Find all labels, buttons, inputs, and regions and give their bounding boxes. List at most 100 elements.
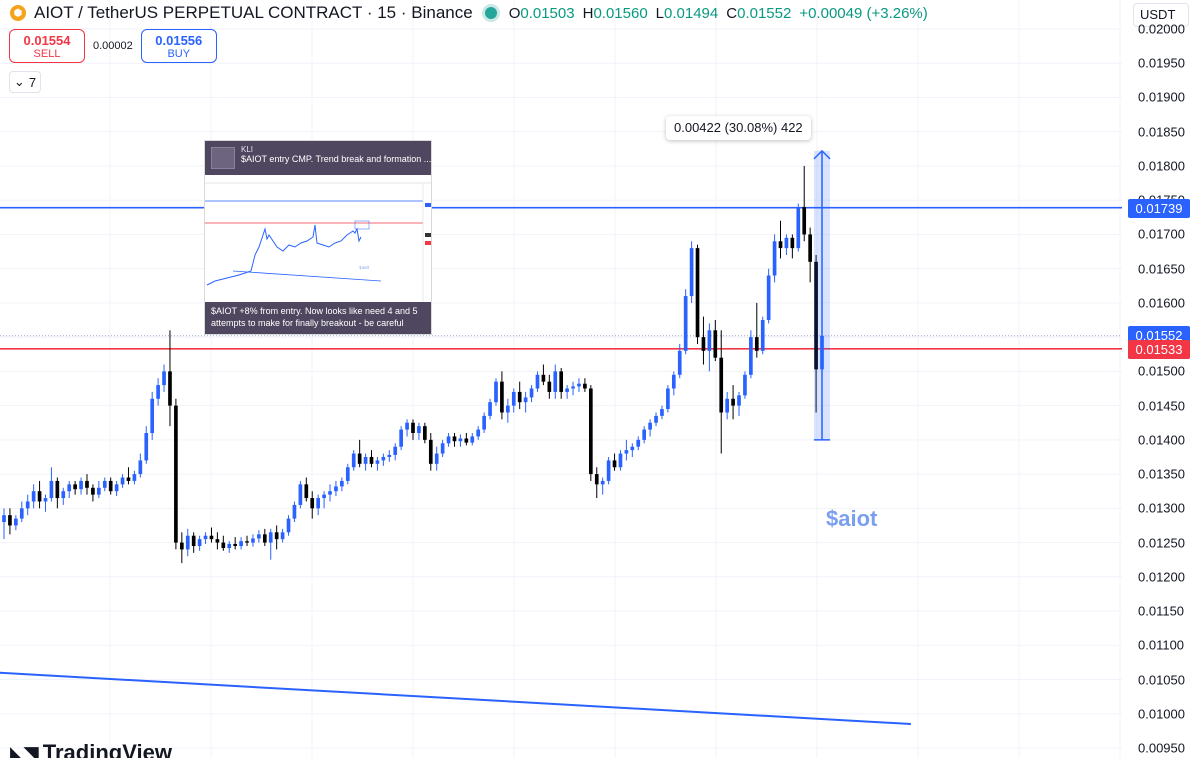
candle-body	[778, 241, 783, 249]
ohlc-high-value: 0.01560	[593, 4, 648, 22]
price-tick-label: 0.01100	[1138, 637, 1185, 653]
svg-text:$aiot: $aiot	[359, 265, 370, 270]
candle-body	[577, 383, 581, 387]
avatar	[211, 147, 235, 169]
price-axis[interactable]: 0.02000 0.01950 0.01900 0.01850 0.01800 0.017…	[1122, 0, 1200, 758]
buy-button[interactable]: 0.01556 BUY	[140, 29, 217, 63]
price-tick-label: 0.01800	[1138, 158, 1185, 174]
candle-body	[405, 422, 409, 430]
candle-body	[523, 397, 528, 403]
chart-lines	[0, 206, 1122, 726]
post-title: $AIOT entry CMP. Trend break and formati…	[241, 154, 431, 164]
candle-body	[470, 436, 475, 443]
candle-body	[683, 296, 688, 351]
price-tag: 0.01533	[1128, 339, 1190, 359]
candle-body	[257, 534, 261, 539]
candle-body	[624, 450, 629, 454]
candle-body	[553, 371, 558, 392]
candle-body	[411, 422, 415, 434]
candle-body	[61, 491, 66, 499]
candle-body	[547, 381, 552, 392]
candle-body	[79, 480, 83, 490]
post-footer: $AIOT +8% from entry. Now looks like nee…	[205, 302, 431, 334]
candle-body	[660, 409, 664, 416]
candle-body	[262, 534, 267, 543]
indicators-collapse-button[interactable]: ⌄ 7	[9, 71, 41, 93]
candle-body	[464, 438, 469, 443]
candle-body	[612, 460, 617, 468]
price-tick-label: 0.01900	[1138, 89, 1185, 105]
price-chart[interactable]	[0, 0, 1122, 758]
candle-body	[695, 248, 700, 338]
candle-body	[606, 460, 611, 481]
candle-body	[102, 480, 107, 488]
candle-body	[476, 429, 481, 437]
price-tick-label: 0.01400	[1138, 432, 1185, 448]
candle-body	[749, 337, 753, 375]
candle-body	[209, 535, 214, 540]
price-range-measure	[813, 149, 831, 441]
ohlc-close-value: 0.01552	[737, 4, 792, 22]
candle-body	[322, 494, 326, 499]
candle-body	[37, 491, 42, 502]
buy-price: 0.01556	[155, 32, 203, 48]
candle-body	[737, 395, 741, 406]
candle-body	[701, 337, 706, 351]
chevron-down-icon: ⌄	[13, 74, 25, 89]
candle-body	[168, 371, 172, 406]
sell-price: 0.01554	[23, 32, 71, 48]
candle-body	[120, 477, 125, 485]
price-tick-label: 0.01000	[1138, 706, 1185, 722]
candle-body	[754, 337, 759, 351]
candle-body	[150, 398, 155, 434]
candle-body	[97, 487, 101, 495]
candle-body	[251, 538, 255, 543]
candle-body	[446, 436, 451, 444]
candle-body	[345, 467, 350, 481]
chart-note-text[interactable]: $aiot	[826, 506, 878, 531]
sell-label: SELL	[33, 47, 61, 60]
price-tick-label: 0.01300	[1138, 500, 1185, 516]
price-tag: 0.01739	[1128, 198, 1190, 218]
symbol-title[interactable]: AIOT / TetherUS PERPETUAL CONTRACT · 15 …	[34, 3, 473, 22]
candle-body	[233, 543, 238, 546]
candle-body	[802, 207, 807, 235]
currency-selector[interactable]: USDT	[1133, 3, 1189, 27]
sell-button[interactable]: 0.01554 SELL	[9, 29, 85, 63]
candle-body	[351, 453, 356, 468]
candle-body	[274, 532, 279, 540]
measure-label: 0.00422 (30.08%) 422	[666, 116, 811, 140]
candle-body	[357, 453, 362, 464]
price-tick-label: 0.01200	[1138, 569, 1185, 585]
price-tick-label: 0.01700	[1138, 226, 1185, 242]
post-author: KLI	[241, 145, 254, 154]
candle-body	[393, 446, 398, 455]
candle-body	[423, 426, 427, 440]
candle-body	[814, 261, 818, 370]
aiot-coin-icon: ⬢	[10, 5, 26, 21]
price-tick-label: 0.01950	[1138, 55, 1185, 71]
ohlc-change: +0.00049 (+3.26%)	[799, 4, 928, 22]
trend-line	[0, 671, 911, 726]
candle-body	[458, 438, 463, 442]
candle-body	[500, 381, 504, 413]
candle-body	[760, 320, 765, 351]
candle-body	[375, 460, 380, 464]
ohlc-close-label: C	[726, 4, 738, 22]
market-status-icon	[484, 7, 497, 19]
candle-body	[138, 460, 143, 475]
candle-body	[452, 436, 457, 442]
price-tick-label: 0.01450	[1138, 398, 1185, 414]
candle-body	[725, 398, 729, 413]
price-tick-label: 0.01150	[1138, 603, 1185, 619]
candle-body	[227, 543, 232, 549]
candle-body	[654, 415, 658, 423]
candle-body	[630, 446, 635, 451]
candle-body	[286, 518, 291, 533]
candle-body	[14, 518, 18, 526]
ohlc-open-label: O	[508, 4, 521, 22]
candle-body	[215, 539, 220, 543]
candle-body	[31, 491, 36, 502]
candle-body	[784, 237, 789, 249]
candle-body	[671, 374, 676, 389]
